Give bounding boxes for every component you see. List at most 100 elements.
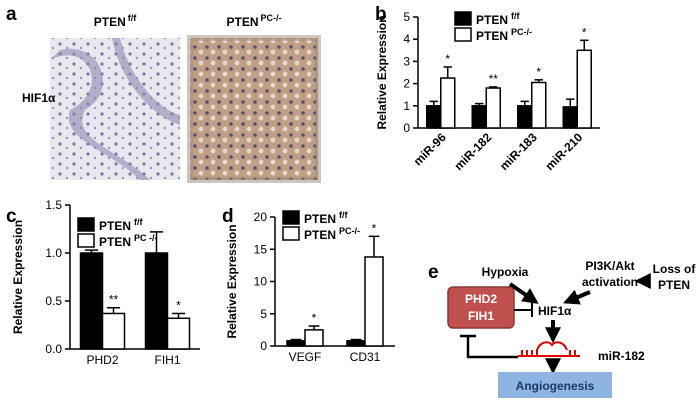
bar <box>364 256 384 347</box>
legend-name: PTEN <box>304 212 336 226</box>
node-label: Hypoxia <box>482 265 529 279</box>
y-tick-label: 3 <box>403 54 410 68</box>
bar <box>426 105 442 129</box>
node-label: Loss of <box>653 262 697 276</box>
micrograph-border <box>187 35 321 183</box>
legend-name: PTEN <box>304 228 336 242</box>
x-tick-label: miR-183 <box>497 130 540 173</box>
column-superscript: f/f <box>128 13 137 23</box>
node-label: activation <box>582 275 638 289</box>
column-name: PTEN <box>226 15 258 29</box>
inhibit-line <box>466 336 518 359</box>
y-tick-label: 2 <box>403 77 410 91</box>
x-tick-label: VEGF <box>289 350 322 364</box>
significance-label: * <box>582 25 587 39</box>
legend-superscript: f/f <box>339 210 348 220</box>
y-tick-label: 4 <box>403 32 410 46</box>
tissue <box>50 48 150 180</box>
row-label: HIF1α <box>22 91 56 105</box>
legend-label: PTEN f/f <box>476 11 521 27</box>
bar <box>166 317 191 350</box>
legend-name: PTEN <box>476 29 508 43</box>
legend-superscript: PC-/- <box>339 226 360 236</box>
significance-label: * <box>312 311 317 325</box>
arrow <box>563 289 591 305</box>
node-label: FIH1 <box>468 309 494 323</box>
tissue <box>112 38 180 125</box>
y-tick-label: 0.5 <box>45 294 62 308</box>
legend-swatch <box>282 226 300 241</box>
node-label: PTEN <box>658 278 690 292</box>
node-box <box>447 286 515 329</box>
panel-label: e <box>428 262 439 283</box>
node-label: miR-182 <box>598 349 645 363</box>
significance-label: ** <box>489 72 499 86</box>
legend-label: PTEN PC-/- <box>476 27 532 43</box>
significance-label: * <box>536 65 541 79</box>
y-axis-label: Relative Expression <box>375 15 389 129</box>
y-tick-label: 20 <box>254 210 268 224</box>
y-tick-label: 0 <box>260 339 267 353</box>
legend-label: PTEN f/f <box>99 217 144 233</box>
mirna-hairpin <box>518 341 580 357</box>
bar <box>485 87 501 129</box>
y-tick-label: 5 <box>403 10 410 24</box>
x-tick-label: miR-182 <box>451 130 494 173</box>
y-axis-label: Relative Expression <box>225 224 239 338</box>
bar <box>576 49 592 129</box>
bar <box>440 77 456 129</box>
y-tick-label: 10 <box>254 275 268 289</box>
bar <box>101 312 126 350</box>
column-name: PTEN <box>94 15 126 29</box>
legend-swatch <box>77 217 95 232</box>
legend-name: PTEN <box>99 235 131 249</box>
y-tick-label: 15 <box>254 242 268 256</box>
column-label: PTEN f/f <box>94 13 138 29</box>
legend-swatch <box>77 233 95 248</box>
legend-superscript: f/f <box>511 11 520 21</box>
column-superscript: PC-/- <box>261 13 282 23</box>
y-tick-label: 0 <box>403 121 410 135</box>
y-tick-label: 0.0 <box>45 342 62 356</box>
bar <box>144 252 169 350</box>
node-box <box>498 372 612 398</box>
bar <box>304 329 324 347</box>
x-tick-label: CD31 <box>350 350 381 364</box>
panel-label: b <box>375 4 387 25</box>
arrow <box>508 282 539 304</box>
micrograph <box>190 38 318 180</box>
y-tick-label: 1.0 <box>45 246 62 260</box>
legend-swatch <box>454 11 472 26</box>
node-label: Angiogenesis <box>516 379 595 393</box>
legend-superscript: PC -/- <box>134 233 158 243</box>
bar <box>517 105 533 129</box>
legend-swatch <box>454 27 472 42</box>
x-tick-label: PHD2 <box>86 353 118 367</box>
legend-superscript: PC-/- <box>511 27 532 37</box>
legend-name: PTEN <box>476 13 508 27</box>
node-label: HIF1α <box>538 304 572 318</box>
panel-label: c <box>6 206 17 227</box>
y-tick-label: 5 <box>260 307 267 321</box>
significance-label: * <box>445 52 450 66</box>
bar <box>531 81 547 129</box>
panel-label: d <box>222 206 234 227</box>
panel-label: a <box>6 4 17 25</box>
y-tick-label: 1 <box>403 99 410 113</box>
node-label: PHD2 <box>465 292 497 306</box>
bar <box>286 340 306 347</box>
x-tick-label: FIH1 <box>154 353 180 367</box>
significance-label: ** <box>109 293 119 307</box>
column-label: PTEN PC-/- <box>226 13 281 29</box>
legend-label: PTEN PC-/- <box>304 226 360 242</box>
y-tick-label: 1.5 <box>45 198 62 212</box>
significance-label: * <box>372 221 377 235</box>
legend-superscript: f/f <box>134 217 143 227</box>
bar <box>79 252 104 350</box>
bar <box>346 340 366 347</box>
legend-label: PTEN PC -/- <box>99 233 158 249</box>
